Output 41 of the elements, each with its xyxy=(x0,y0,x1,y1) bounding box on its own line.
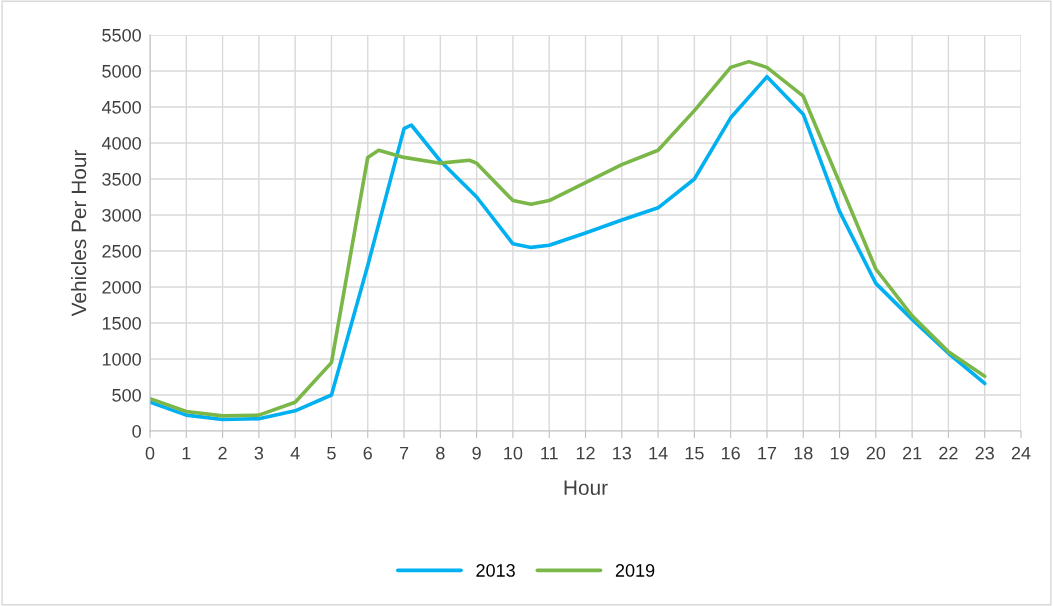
x-tick-label: 10 xyxy=(504,446,523,460)
x-tick-label: 17 xyxy=(758,446,777,460)
y-tick-label: 0 xyxy=(132,424,141,438)
x-tick-label: 11 xyxy=(541,446,558,460)
x-tick-label: 20 xyxy=(866,446,886,460)
x-tick-label: 23 xyxy=(975,446,994,460)
x-tick-label: 16 xyxy=(722,446,740,460)
x-tick-label: 18 xyxy=(794,446,813,460)
y-tick-label: 5500 xyxy=(102,28,141,42)
x-tick-label: 13 xyxy=(613,446,632,460)
x-tick-label: 8 xyxy=(436,446,445,460)
x-tick-label: 12 xyxy=(576,446,595,460)
legend-label: 2019 xyxy=(615,564,655,577)
x-tick-label: 14 xyxy=(649,446,668,460)
x-tick-label: 7 xyxy=(399,446,409,460)
x-tick-label: 6 xyxy=(363,446,372,460)
y-tick-label: 5000 xyxy=(102,64,141,78)
x-tick-label: 1 xyxy=(182,446,191,460)
x-tick-label: 15 xyxy=(685,446,704,460)
y-tick-label: 3500 xyxy=(102,172,141,186)
y-tick-label: 2500 xyxy=(102,244,141,258)
x-tick-label: 3 xyxy=(254,446,264,460)
x-tick-label: 0 xyxy=(145,446,155,460)
x-tick-label: 24 xyxy=(1011,446,1031,460)
y-tick-label: 2000 xyxy=(102,280,141,294)
x-tick-label: 22 xyxy=(939,446,958,460)
y-tick-label: 1500 xyxy=(102,316,141,330)
y-tick-label: 3000 xyxy=(102,208,141,222)
x-tick-label: 21 xyxy=(902,446,922,460)
legend-label: 2013 xyxy=(476,564,515,577)
y-tick-label: 4500 xyxy=(101,100,141,114)
x-tick-label: 4 xyxy=(290,446,300,460)
x-tick-label: 19 xyxy=(830,446,849,460)
x-axis-title: Hour xyxy=(564,480,608,496)
x-tick-label: 5 xyxy=(327,446,336,460)
y-tick-label: 500 xyxy=(112,388,141,402)
x-tick-label: 9 xyxy=(472,446,481,460)
x-tick-label: 2 xyxy=(218,446,227,460)
y-tick-label: 1000 xyxy=(102,352,141,366)
y-tick-label: 4000 xyxy=(101,136,141,150)
y-axis-title: Vehicles Per Hour xyxy=(70,149,87,317)
